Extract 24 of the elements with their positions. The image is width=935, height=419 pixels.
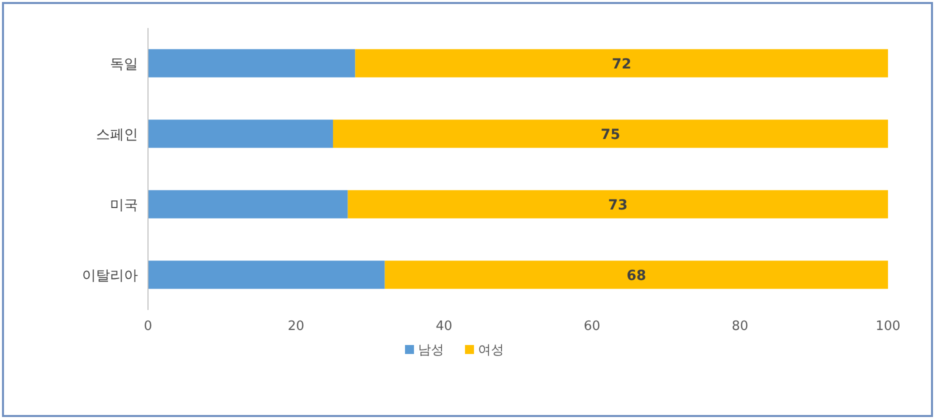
y-tick-label: 미국 — [110, 197, 138, 214]
x-tick-label: 40 — [436, 319, 452, 334]
data-label: 68 — [626, 268, 646, 284]
data-label: 73 — [608, 197, 628, 214]
bar — [348, 190, 888, 218]
data-label: 75 — [600, 126, 620, 143]
x-tick-label: 0 — [144, 319, 152, 334]
bar — [148, 49, 356, 78]
y-tick-label: 이탈리아 — [82, 268, 138, 284]
x-tick-label: 60 — [584, 319, 600, 334]
bar — [148, 260, 385, 289]
y-tick-label: 스페인 — [96, 126, 138, 143]
data-label: 72 — [612, 56, 632, 72]
legend-label: 여성 — [478, 343, 504, 358]
bar — [333, 120, 888, 148]
y-tick-label: 독일 — [110, 56, 138, 72]
x-tick-label: 20 — [288, 319, 304, 334]
bar — [148, 190, 348, 218]
bar — [148, 120, 333, 148]
bar — [384, 260, 888, 289]
x-tick-label: 80 — [732, 319, 748, 334]
x-tick-label: 100 — [876, 319, 900, 334]
bar — [355, 49, 888, 78]
legend-label: 남성 — [418, 343, 444, 358]
